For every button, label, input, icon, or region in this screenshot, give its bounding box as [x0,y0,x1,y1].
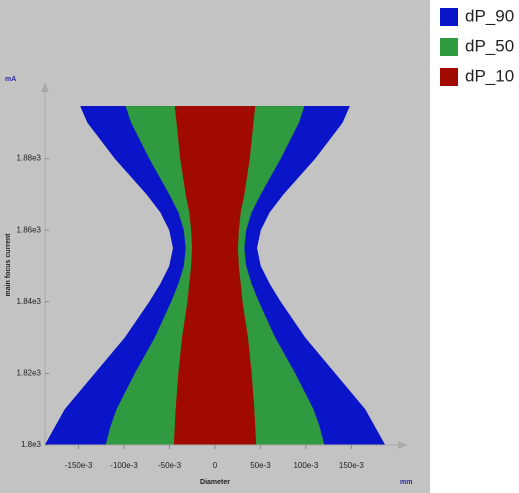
x-axis-arrow [398,441,408,449]
y-tick-label: 1.82e3 [17,369,42,378]
y-axis-arrow [41,82,49,92]
legend-label: dP_10 [465,66,514,85]
y-axis-label: main focus current [5,233,12,297]
legend-swatch [440,8,458,26]
x-tick-label: -100e-3 [110,461,138,470]
x-tick-label: 50e-3 [250,461,271,470]
area-left [173,106,216,446]
area-right [214,106,257,446]
y-tick-label: 1.86e3 [17,225,42,234]
x-unit: mm [400,479,412,486]
y-tick-label: 1.88e3 [17,154,42,163]
x-tick-label: 100e-3 [293,461,318,470]
legend-label: dP_50 [465,36,514,55]
x-tick-label: 0 [213,461,218,470]
x-tick-label: -150e-3 [65,461,93,470]
x-tick-label: 150e-3 [339,461,364,470]
y-tick-label: 1.8e3 [21,440,42,449]
x-axis-label: Diameter [200,479,230,486]
legend-swatch [440,38,458,56]
y-unit: mA [5,76,16,83]
legend-label: dP_90 [465,6,514,25]
legend-swatch [440,68,458,86]
x-tick-label: -50e-3 [158,461,182,470]
y-tick-label: 1.84e3 [17,297,42,306]
